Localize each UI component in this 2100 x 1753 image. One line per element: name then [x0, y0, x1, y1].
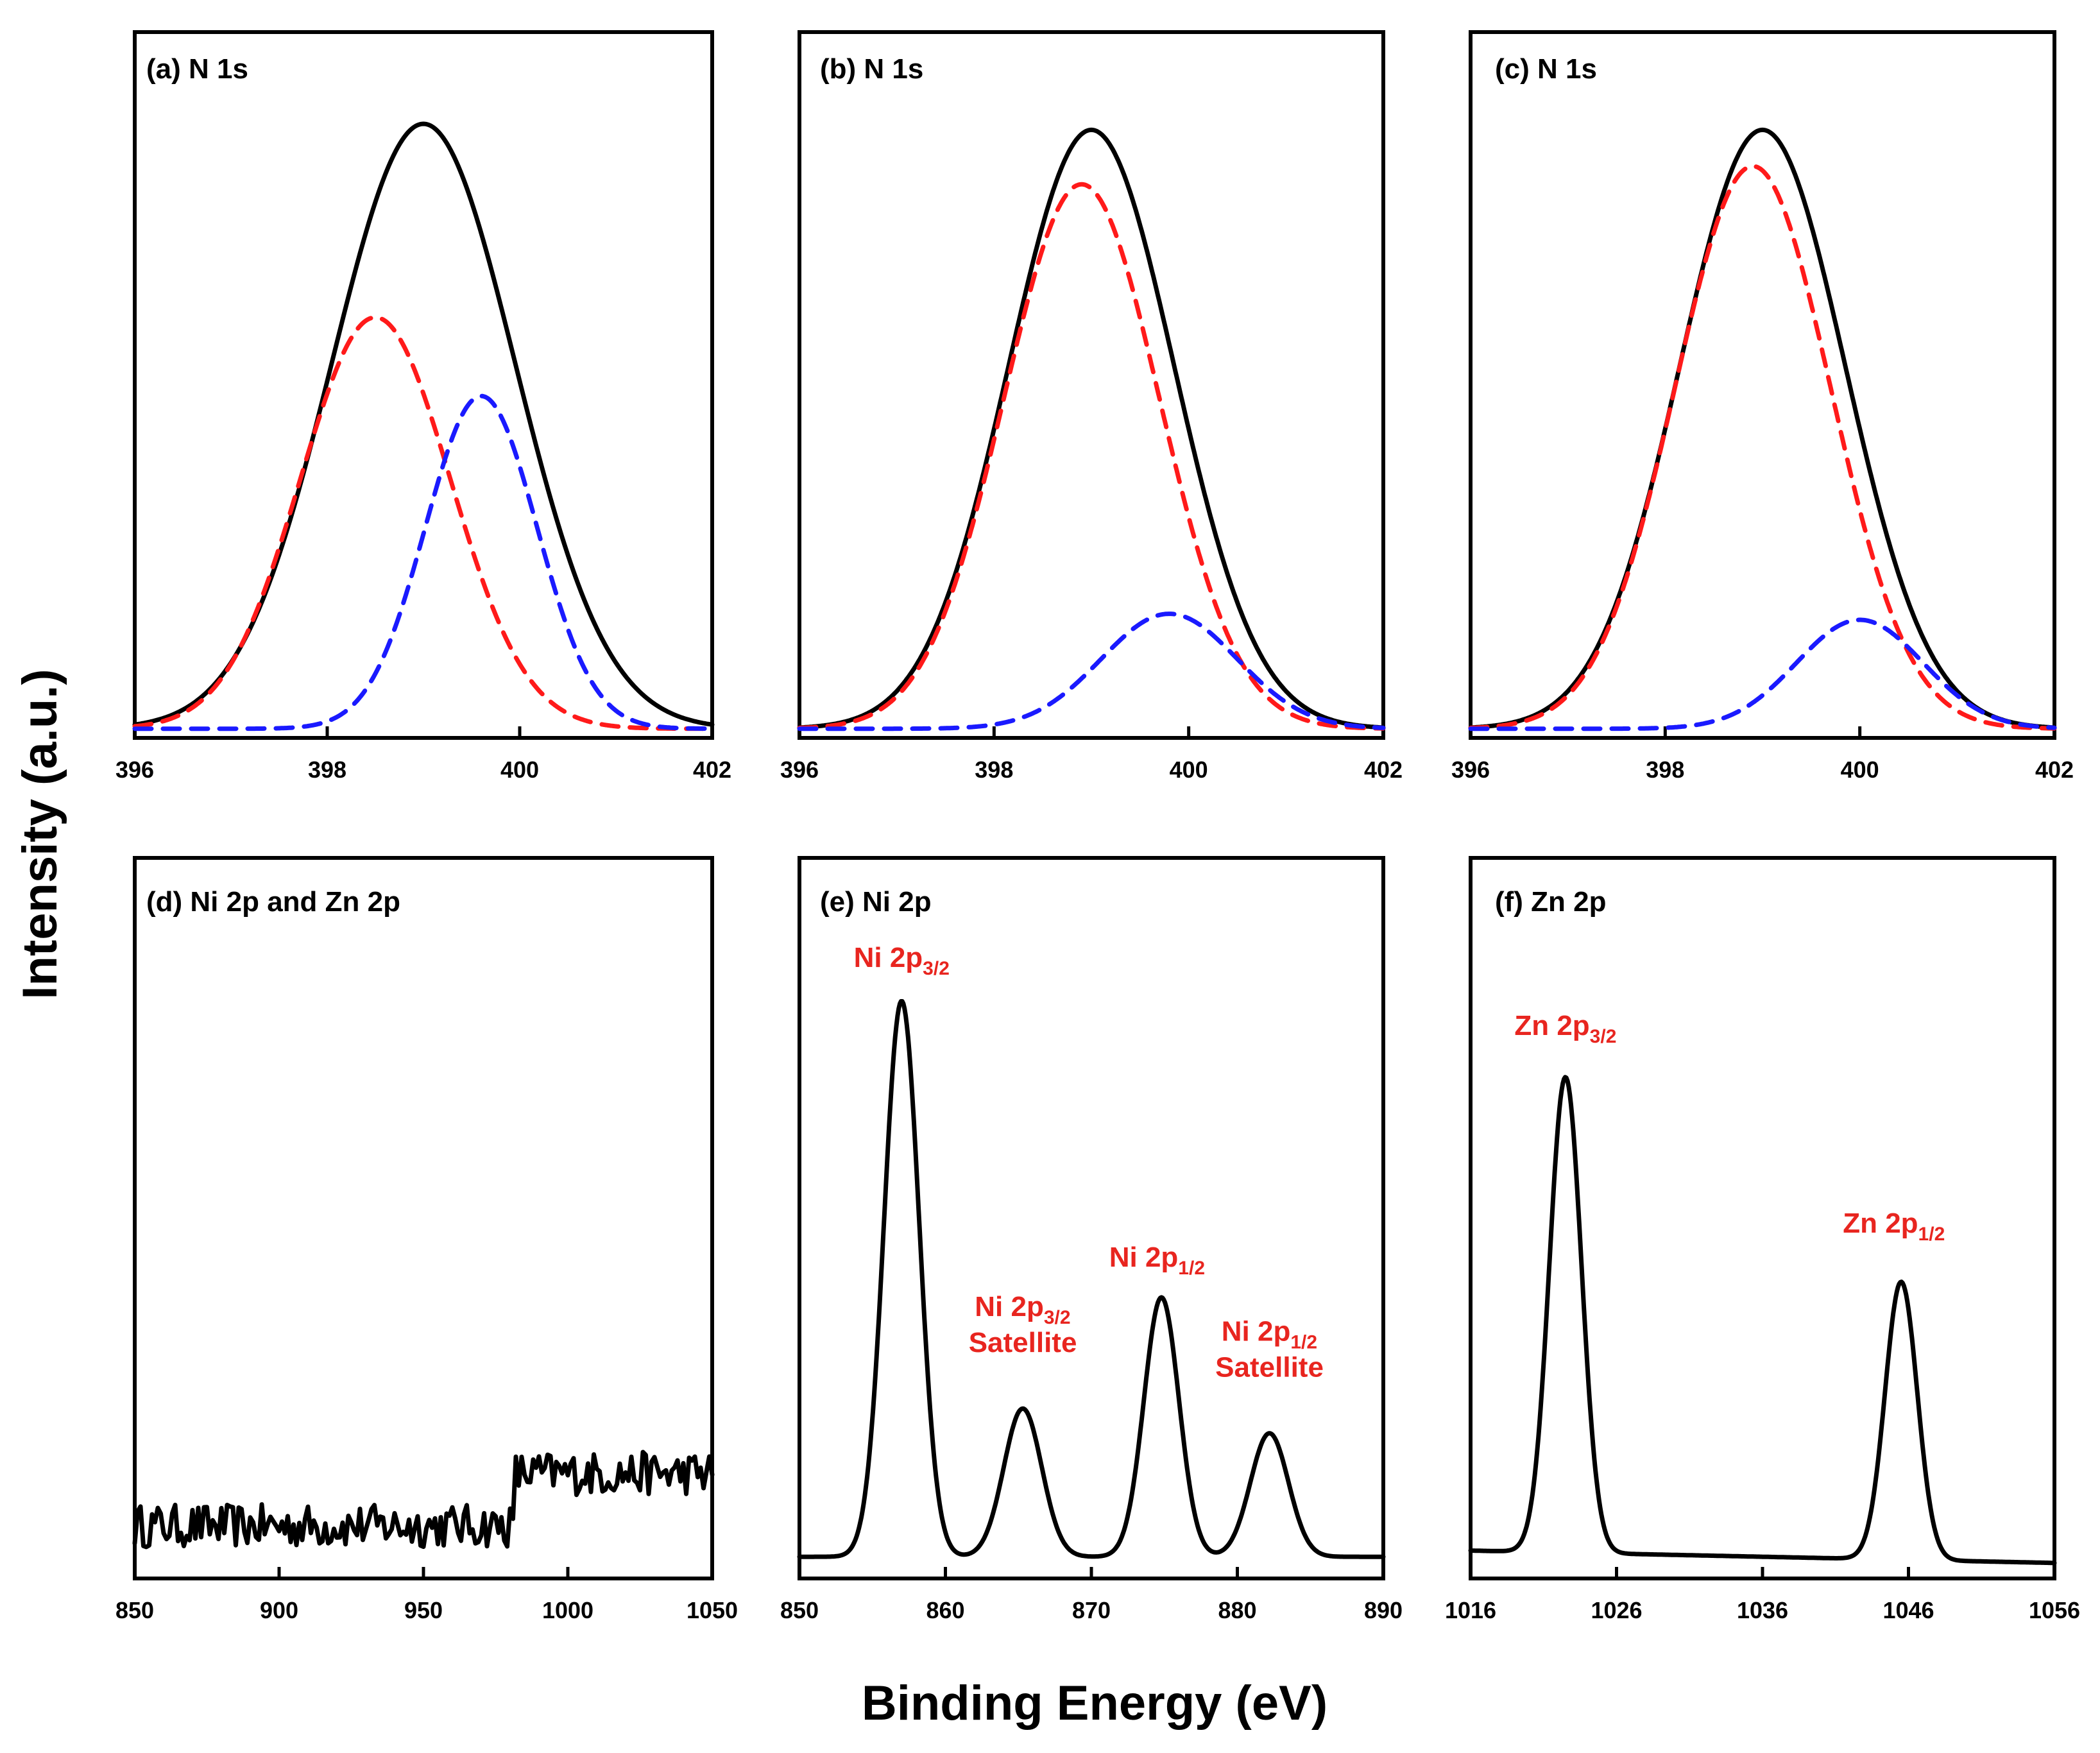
peak-label-text: Ni 2p — [975, 1291, 1044, 1322]
x-tick-label: 1026 — [1591, 1597, 1642, 1623]
x-tick-label: 1056 — [2029, 1597, 2080, 1623]
x-tick-label: 880 — [1218, 1597, 1256, 1623]
peak-label-text: Satellite — [1215, 1351, 1324, 1383]
panel-c: (c) N 1s 396 398 400 402 — [1451, 30, 2074, 783]
peak-label-subscript: 3/2 — [923, 958, 950, 979]
x-tick-label: 396 — [780, 757, 819, 783]
peak-label-text: Ni 2p — [1222, 1315, 1291, 1347]
series-component-2-line — [1468, 617, 2057, 731]
x-tick-label: 396 — [115, 757, 154, 783]
series-total-line — [797, 127, 1386, 730]
peak-label-subscript: 1/2 — [1178, 1258, 1205, 1279]
x-tick-label: 900 — [260, 1597, 298, 1623]
x-tick-label: 1046 — [1882, 1597, 1934, 1623]
peak-label-text: Zn 2p — [1514, 1010, 1589, 1041]
panel-title: (b) N 1s — [820, 53, 923, 85]
x-tick-label: 400 — [1170, 757, 1208, 783]
x-tick-label: 402 — [2035, 757, 2074, 783]
panel-title: (e) Ni 2p — [820, 886, 932, 918]
x-tick-label: 870 — [1072, 1597, 1111, 1623]
series-component-2-line — [797, 611, 1386, 731]
series-component-2-line — [132, 393, 715, 731]
peak-label: Ni 2p1/2 — [1109, 1242, 1205, 1279]
x-tick-label: 850 — [780, 1597, 819, 1623]
series-component-1-line — [132, 315, 715, 731]
panel-frame — [798, 30, 1385, 740]
series-total-line — [132, 121, 715, 727]
x-tick-label: 950 — [404, 1597, 443, 1623]
y-axis-label: Intensity (a.u.) — [13, 669, 67, 999]
peak-label-subscript: 3/2 — [1590, 1026, 1617, 1047]
panel-frame — [1469, 856, 2056, 1580]
x-tick-label: 398 — [308, 757, 346, 783]
x-tick-label: 1050 — [687, 1597, 738, 1623]
x-tick-label: 400 — [500, 757, 539, 783]
x-tick-label: 860 — [926, 1597, 964, 1623]
series-spectrum-line — [1468, 1075, 2057, 1566]
peak-label-text: Ni 2p — [854, 942, 923, 973]
series-component-1-line — [1468, 164, 2057, 731]
x-tick-label: 396 — [1451, 757, 1490, 783]
x-tick-label: 1036 — [1737, 1597, 1788, 1623]
peak-label: Ni 2p1/2 Satellite — [1215, 1315, 1324, 1383]
panel-frame — [133, 30, 714, 740]
series-spectrum-line — [132, 1449, 715, 1550]
panel-title: (c) N 1s — [1495, 53, 1597, 85]
x-tick-label: 400 — [1841, 757, 1879, 783]
peak-label: Ni 2p3/2 Satellite — [969, 1291, 1077, 1358]
series-total-line — [1468, 127, 2057, 730]
x-tick-label: 1016 — [1445, 1597, 1496, 1623]
x-axis-label: Binding Energy (eV) — [862, 1676, 1327, 1731]
panel-title: (d) Ni 2p and Zn 2p — [146, 886, 400, 918]
series-component-1-line — [797, 182, 1386, 731]
peak-label-text: Zn 2p — [1843, 1208, 1918, 1239]
x-tick-label: 1000 — [542, 1597, 593, 1623]
peak-label-text: Ni 2p — [1109, 1242, 1179, 1273]
panel-d: (d) Ni 2p and Zn 2p 850 900 950 1000 1050 — [115, 856, 738, 1623]
peak-label: Zn 2p1/2 — [1843, 1208, 1945, 1245]
series-spectrum-line — [797, 999, 1386, 1559]
x-tick-label: 402 — [693, 757, 731, 783]
panel-title: (f) Zn 2p — [1495, 886, 1607, 918]
peak-label-text: Satellite — [969, 1327, 1077, 1358]
peak-label-subscript: 1/2 — [1290, 1331, 1317, 1353]
x-tick-label: 402 — [1364, 757, 1403, 783]
panel-title: (a) N 1s — [146, 53, 248, 85]
x-tick-label: 398 — [1646, 757, 1684, 783]
peak-label: Ni 2p3/2 — [854, 942, 950, 979]
panel-frame — [1469, 30, 2056, 740]
panel-a: (a) N 1s 396 398 400 402 — [115, 30, 731, 783]
peak-label: Zn 2p3/2 — [1514, 1010, 1616, 1047]
x-tick-label: 850 — [115, 1597, 154, 1623]
x-tick-label: 398 — [975, 757, 1013, 783]
panel-b: (b) N 1s 396 398 400 402 — [780, 30, 1403, 783]
peak-label-subscript: 3/2 — [1044, 1307, 1071, 1328]
peak-label-subscript: 1/2 — [1918, 1224, 1945, 1245]
x-tick-label: 890 — [1364, 1597, 1403, 1623]
